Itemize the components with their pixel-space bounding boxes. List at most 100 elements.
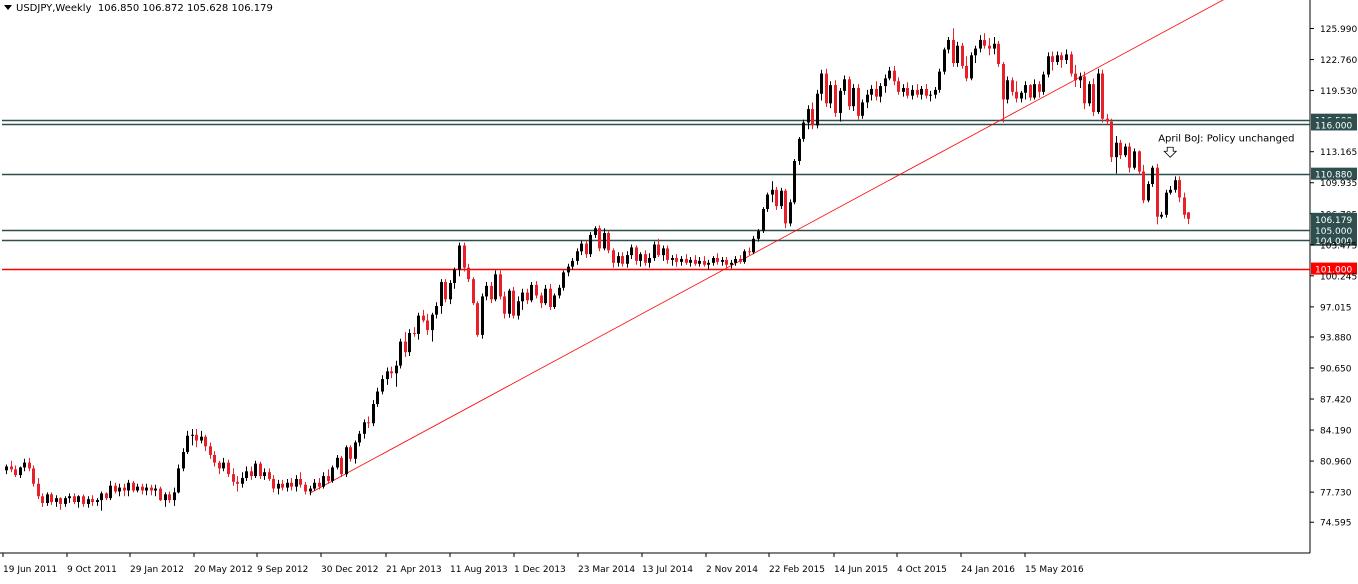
candle[interactable]: [685, 254, 688, 265]
candle[interactable]: [55, 495, 58, 507]
candle[interactable]: [762, 207, 765, 234]
candle[interactable]: [553, 293, 556, 309]
candle[interactable]: [725, 257, 728, 268]
candle[interactable]: [585, 240, 588, 259]
candle[interactable]: [1011, 77, 1014, 96]
candle[interactable]: [28, 457, 31, 472]
candle[interactable]: [272, 475, 275, 493]
candle[interactable]: [1033, 79, 1036, 100]
candle[interactable]: [159, 486, 162, 502]
candle[interactable]: [1020, 90, 1023, 103]
candle[interactable]: [870, 85, 873, 101]
candle[interactable]: [712, 256, 715, 266]
candle[interactable]: [1147, 181, 1150, 203]
candle[interactable]: [463, 242, 466, 272]
candle[interactable]: [77, 495, 80, 508]
candle[interactable]: [979, 35, 982, 53]
candle[interactable]: [793, 159, 796, 205]
candle[interactable]: [118, 483, 121, 497]
candle[interactable]: [349, 445, 352, 462]
candle[interactable]: [739, 255, 742, 264]
candle[interactable]: [897, 77, 900, 95]
candle[interactable]: [1174, 176, 1177, 193]
candle[interactable]: [10, 460, 13, 473]
candle[interactable]: [662, 245, 665, 261]
candle[interactable]: [866, 89, 869, 109]
candle[interactable]: [530, 282, 533, 303]
candle[interactable]: [386, 367, 389, 385]
candle[interactable]: [748, 247, 751, 256]
candle[interactable]: [141, 483, 144, 495]
candle[interactable]: [209, 442, 212, 459]
candle[interactable]: [589, 232, 592, 258]
candle[interactable]: [1124, 143, 1127, 158]
candle[interactable]: [635, 245, 638, 265]
candle[interactable]: [911, 85, 914, 100]
candle[interactable]: [340, 455, 343, 478]
candle[interactable]: [675, 254, 678, 267]
candle[interactable]: [825, 68, 828, 108]
candle[interactable]: [798, 136, 801, 165]
candle[interactable]: [290, 478, 293, 491]
candle[interactable]: [453, 267, 456, 289]
candle[interactable]: [943, 47, 946, 75]
candle[interactable]: [630, 244, 633, 259]
candle[interactable]: [834, 80, 837, 117]
candle[interactable]: [1156, 163, 1159, 225]
candle[interactable]: [626, 251, 629, 268]
candle[interactable]: [322, 472, 325, 489]
candle[interactable]: [503, 291, 506, 319]
candle[interactable]: [241, 472, 244, 488]
candle[interactable]: [1169, 185, 1172, 195]
candle[interactable]: [1065, 49, 1068, 64]
candle[interactable]: [295, 475, 298, 492]
candle[interactable]: [1097, 68, 1100, 114]
candle[interactable]: [1070, 51, 1073, 77]
candle[interactable]: [1042, 71, 1045, 95]
candle[interactable]: [136, 483, 139, 493]
candle[interactable]: [929, 90, 932, 102]
candle[interactable]: [363, 419, 366, 439]
level-label-bg[interactable]: [1311, 118, 1357, 131]
candle[interactable]: [164, 492, 167, 507]
candle[interactable]: [1165, 189, 1168, 218]
candle[interactable]: [476, 301, 479, 337]
candle[interactable]: [820, 69, 823, 101]
candle[interactable]: [571, 258, 574, 270]
candle[interactable]: [771, 181, 774, 203]
candle[interactable]: [309, 485, 312, 496]
candle[interactable]: [277, 479, 280, 495]
candle[interactable]: [839, 87, 842, 122]
candle[interactable]: [481, 293, 484, 339]
candle[interactable]: [313, 478, 316, 491]
candle[interactable]: [1002, 62, 1005, 123]
candle[interactable]: [213, 451, 216, 467]
candle[interactable]: [1119, 139, 1122, 160]
candle[interactable]: [965, 56, 968, 82]
level-label-bg[interactable]: [1311, 167, 1357, 180]
candle[interactable]: [1151, 165, 1154, 187]
candle[interactable]: [576, 248, 579, 265]
candle[interactable]: [598, 225, 601, 252]
candle[interactable]: [562, 270, 565, 291]
candle[interactable]: [603, 228, 606, 251]
candle[interactable]: [458, 242, 461, 277]
candle[interactable]: [23, 458, 26, 472]
candle[interactable]: [191, 429, 194, 446]
candle[interactable]: [730, 259, 733, 269]
candle[interactable]: [961, 42, 964, 69]
candle[interactable]: [105, 492, 108, 501]
candle[interactable]: [789, 199, 792, 227]
candle[interactable]: [1038, 81, 1041, 98]
candle[interactable]: [200, 430, 203, 444]
candle[interactable]: [707, 259, 710, 270]
candle[interactable]: [417, 312, 420, 340]
candle[interactable]: [1006, 76, 1009, 104]
candle[interactable]: [204, 434, 207, 452]
candle[interactable]: [281, 479, 284, 491]
candle[interactable]: [1047, 52, 1050, 78]
candle[interactable]: [1092, 78, 1095, 116]
candle[interactable]: [236, 476, 239, 492]
candle[interactable]: [376, 387, 379, 407]
